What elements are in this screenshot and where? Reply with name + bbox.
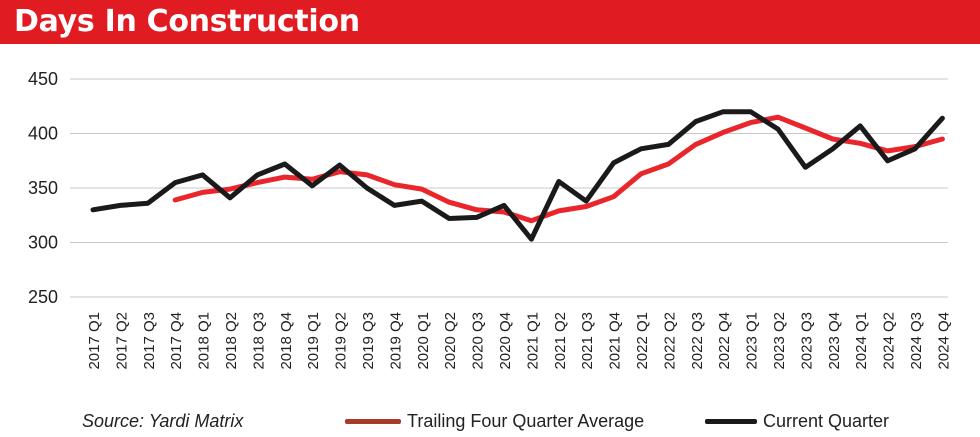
- x-tick-label: 2024 Q2: [881, 312, 898, 370]
- x-tick-label: 2024 Q3: [908, 312, 925, 370]
- legend-item-current: Current Quarter: [705, 410, 925, 432]
- x-tick-label: 2022 Q1: [634, 312, 651, 370]
- x-tick-label: 2021 Q1: [524, 312, 541, 370]
- x-tick-label: 2022 Q3: [689, 312, 706, 370]
- legend-label-trailing: Trailing Four Quarter Average: [407, 411, 645, 431]
- x-tick-label: 2019 Q4: [387, 312, 404, 370]
- series-line-current-quarter: [90, 109, 945, 242]
- x-tick-label: 2023 Q4: [826, 312, 843, 370]
- series-lines: [90, 109, 945, 242]
- y-tick-label: 250: [28, 287, 58, 307]
- legend-label-current: Current Quarter: [763, 411, 890, 431]
- x-tick-label: 2017 Q4: [168, 312, 185, 370]
- x-tick-label: 2018 Q3: [250, 312, 267, 370]
- y-tick-label: 300: [28, 233, 58, 253]
- legend-swatch-trailing: [345, 419, 401, 424]
- legend-swatch-current: [705, 419, 757, 424]
- x-tick-label: 2017 Q3: [141, 312, 158, 370]
- x-tick-label: 2020 Q1: [415, 312, 432, 370]
- x-tick-label: 2023 Q3: [798, 312, 815, 370]
- x-tick-label: 2017 Q1: [86, 312, 103, 370]
- x-tick-label: 2018 Q2: [223, 312, 240, 370]
- title-bar: Days In Construction: [0, 0, 980, 44]
- x-tick-label: 2020 Q4: [497, 312, 514, 370]
- x-tick-label: 2021 Q4: [607, 312, 624, 370]
- legend-item-trailing: Trailing Four Quarter Average: [345, 410, 685, 432]
- y-tick-label: 350: [28, 178, 58, 198]
- page-title: Days In Construction: [14, 4, 360, 39]
- x-tick-label: 2021 Q2: [552, 312, 569, 370]
- x-tick-label: 2021 Q3: [579, 312, 596, 370]
- x-tick-label: 2024 Q4: [935, 312, 952, 370]
- x-tick-label: 2019 Q3: [360, 312, 377, 370]
- x-axis-ticks: 2017 Q1 2017 Q2 2017 Q3 2017 Q4 2018 Q1 2018 …: [86, 312, 952, 370]
- x-tick-label: 2023 Q1: [744, 312, 761, 370]
- x-tick-label: 2018 Q4: [278, 312, 295, 370]
- x-tick-label: 2023 Q2: [771, 312, 788, 370]
- x-tick-label: 2019 Q2: [333, 312, 350, 370]
- x-tick-label: 2024 Q1: [853, 312, 870, 370]
- x-tick-label: 2022 Q4: [716, 312, 733, 370]
- x-tick-label: 2020 Q2: [442, 312, 459, 370]
- y-tick-label: 400: [28, 124, 58, 144]
- source-note: Source: Yardi Matrix: [82, 411, 244, 431]
- x-tick-label: 2018 Q1: [196, 312, 213, 370]
- x-tick-label: 2022 Q2: [661, 312, 678, 370]
- grid-lines: [70, 78, 948, 298]
- y-tick-label: 450: [28, 69, 58, 89]
- x-tick-label: 2020 Q3: [470, 312, 487, 370]
- x-tick-label: 2019 Q1: [305, 312, 322, 370]
- x-tick-label: 2017 Q2: [113, 312, 130, 370]
- y-axis-ticks: 250 300 350 400 450: [28, 69, 58, 307]
